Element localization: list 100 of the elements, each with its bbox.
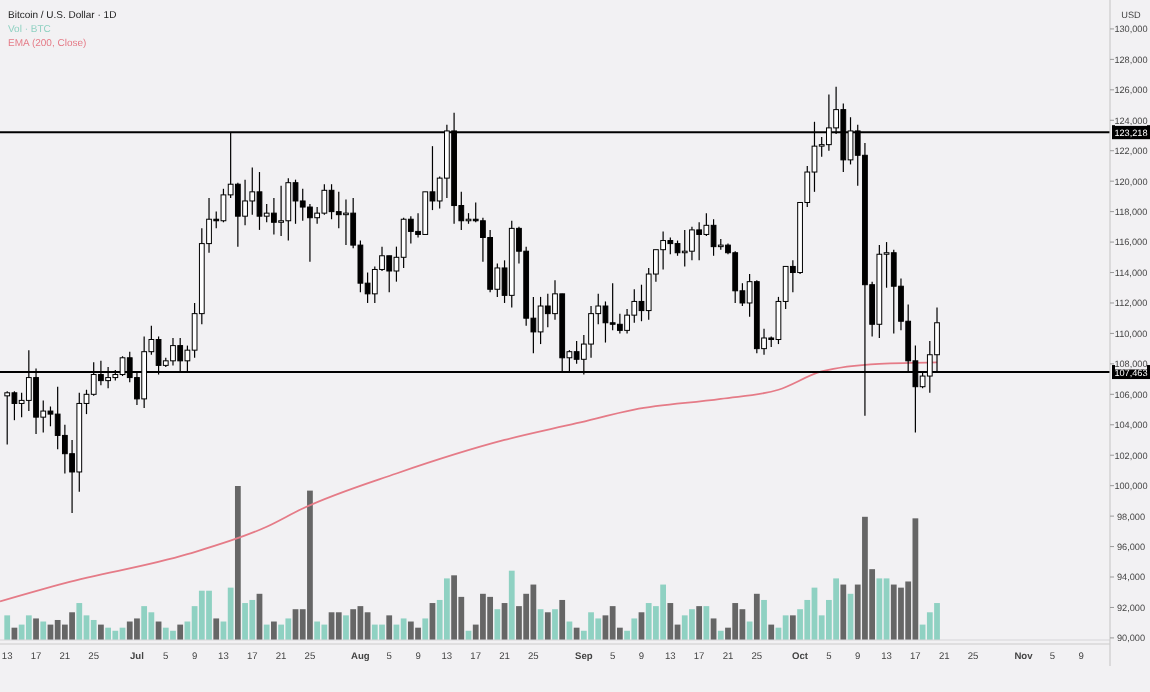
bar — [588, 612, 594, 640]
bar — [307, 490, 313, 640]
candlestick — [4, 390, 11, 446]
candlestick — [242, 179, 248, 226]
bar — [263, 624, 270, 640]
candlestick — [588, 305, 594, 359]
bar — [444, 578, 450, 640]
bar — [134, 618, 140, 640]
bar — [761, 599, 767, 640]
bar — [40, 621, 47, 640]
bar — [148, 612, 155, 640]
candlestick — [328, 183, 335, 220]
candlestick — [307, 203, 313, 263]
bar — [508, 570, 515, 640]
bar — [335, 612, 342, 640]
bar — [4, 615, 11, 640]
bar — [782, 615, 789, 640]
bar — [69, 612, 75, 640]
bar — [681, 615, 688, 640]
bar — [559, 599, 566, 640]
bar — [278, 624, 284, 640]
bar — [350, 609, 357, 640]
bar — [343, 615, 349, 640]
bar — [595, 618, 602, 640]
candlestick — [710, 218, 717, 257]
candlestick — [278, 185, 284, 237]
bar — [206, 590, 212, 640]
bar — [415, 627, 421, 640]
bar — [242, 603, 248, 640]
bar — [90, 619, 97, 640]
candlestick — [285, 177, 292, 242]
bar — [789, 615, 796, 640]
candlestick — [256, 171, 263, 231]
bar — [530, 584, 537, 640]
bar — [523, 593, 530, 640]
bar — [98, 624, 104, 640]
candlestick — [890, 249, 897, 335]
bar — [76, 603, 83, 640]
bar — [227, 587, 234, 640]
bar — [379, 624, 385, 640]
candlestick — [386, 255, 393, 293]
candlestick — [624, 308, 630, 335]
candlestick — [616, 313, 623, 335]
candlestick — [660, 230, 666, 271]
bar — [876, 578, 883, 640]
bar — [717, 630, 724, 640]
bar — [198, 590, 205, 640]
candlestick — [696, 221, 703, 261]
bar — [840, 584, 847, 640]
bar — [898, 587, 904, 640]
bar — [703, 606, 710, 640]
bar — [660, 584, 666, 640]
bar — [552, 609, 558, 640]
bar — [400, 618, 407, 640]
bar — [862, 516, 868, 640]
bar — [314, 621, 321, 640]
bar — [573, 627, 580, 640]
bar — [141, 606, 148, 640]
candlestick — [234, 182, 241, 248]
candlestick — [170, 337, 176, 366]
bar — [645, 603, 652, 640]
bar — [934, 603, 940, 640]
bar — [696, 606, 703, 640]
bar — [271, 621, 277, 640]
bar — [451, 575, 457, 640]
bar — [105, 627, 111, 640]
candlestick — [400, 217, 407, 269]
candlestick — [292, 179, 299, 225]
candlestick — [732, 250, 739, 304]
bar — [667, 603, 674, 640]
candlestick — [321, 183, 328, 216]
candlestick — [689, 226, 695, 261]
bar — [833, 578, 839, 640]
bar — [162, 627, 169, 640]
candlestick — [220, 188, 227, 223]
bar — [321, 624, 328, 640]
bar — [768, 624, 775, 640]
bar — [54, 619, 61, 640]
bar — [407, 621, 414, 640]
candlestick — [602, 300, 609, 344]
bar — [213, 618, 220, 640]
bar — [890, 584, 897, 640]
bar — [689, 609, 695, 640]
candlestick — [544, 293, 551, 328]
bar — [487, 596, 494, 640]
bar — [631, 618, 638, 640]
bar — [732, 603, 739, 640]
bar — [33, 618, 39, 640]
bar — [480, 593, 486, 640]
bar — [234, 486, 241, 640]
bar — [371, 624, 378, 640]
candlestick — [537, 296, 544, 345]
bar — [25, 615, 32, 640]
bar — [177, 624, 184, 640]
bar — [494, 609, 501, 640]
bar — [249, 599, 256, 640]
bar — [170, 630, 176, 640]
candlestick — [609, 282, 616, 331]
bar — [285, 618, 292, 640]
candlestick — [343, 198, 349, 246]
